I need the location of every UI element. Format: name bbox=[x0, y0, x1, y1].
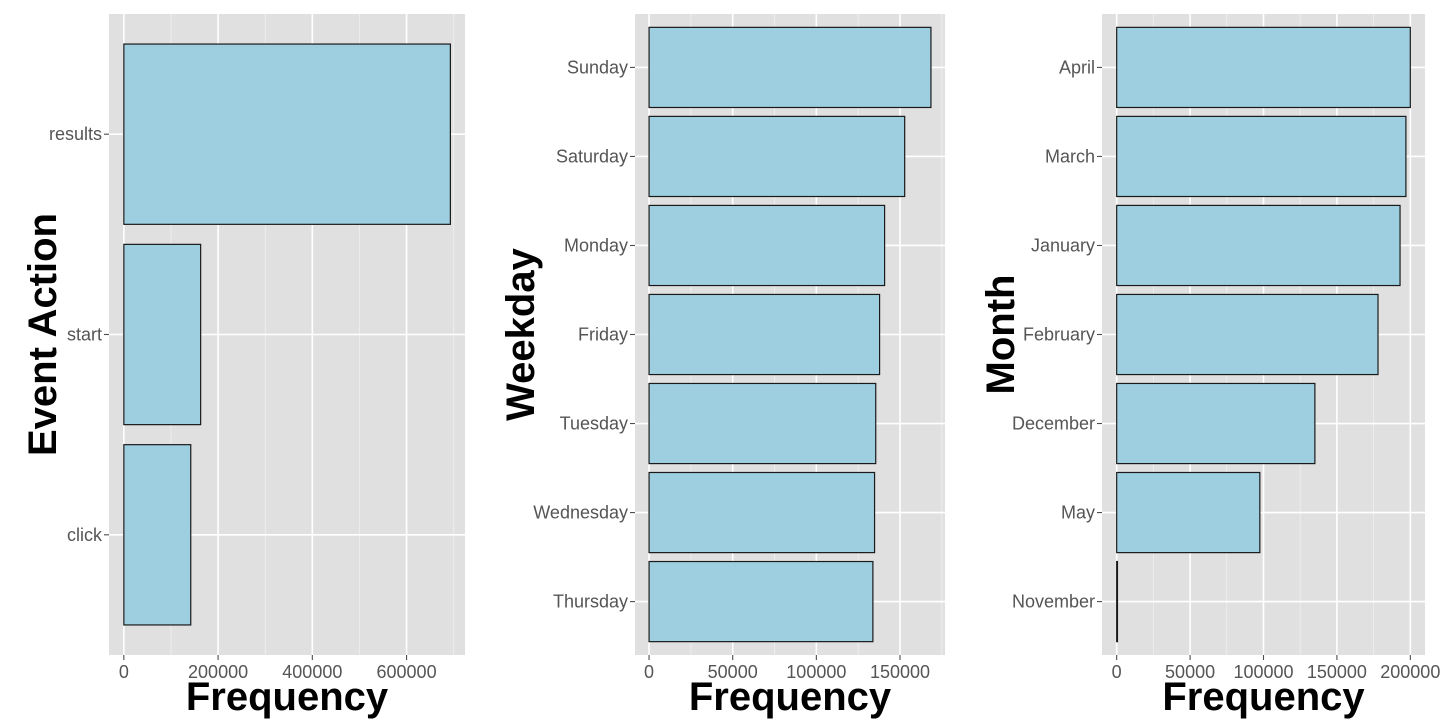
y-tick-label: Friday bbox=[578, 325, 628, 345]
x-tick-label: 50000 bbox=[708, 662, 758, 682]
y-tick-label: February bbox=[1023, 325, 1095, 345]
x-axis-title: Frequency bbox=[1162, 675, 1365, 719]
bar-april bbox=[1116, 26, 1411, 109]
y-tick-label: November bbox=[1012, 592, 1095, 612]
bar-start bbox=[123, 243, 202, 426]
y-tick-label: Wednesday bbox=[533, 503, 628, 523]
y-tick-label: January bbox=[1031, 235, 1095, 255]
y-tick-label: March bbox=[1045, 146, 1095, 166]
x-tick-label: 150000 bbox=[1307, 662, 1367, 682]
y-tick-label: Monday bbox=[564, 235, 628, 255]
bar-february bbox=[1116, 293, 1379, 376]
y-tick-label: click bbox=[67, 525, 103, 545]
bar-november bbox=[1116, 560, 1119, 643]
bar-wednesday bbox=[648, 471, 876, 554]
y-tick-label: results bbox=[49, 124, 102, 144]
x-tick-label: 0 bbox=[1112, 662, 1122, 682]
event-action-chart: results start click 0 200000 400000 600000Freq… bbox=[21, 14, 465, 719]
bar-click bbox=[123, 444, 192, 626]
y-tick-label: Thursday bbox=[553, 592, 628, 612]
x-tick-label: 100000 bbox=[786, 662, 846, 682]
x-tick-label: 100000 bbox=[1233, 662, 1293, 682]
bar-thursday bbox=[648, 560, 874, 643]
bar-may bbox=[1116, 471, 1261, 554]
x-tick-label: 400000 bbox=[282, 662, 342, 682]
month-chart: April March January February December May Nove… bbox=[979, 14, 1440, 719]
bar-friday bbox=[648, 293, 881, 376]
y-axis-title: Weekday bbox=[499, 247, 543, 420]
x-tick-label: 600000 bbox=[377, 662, 437, 682]
bar-saturday bbox=[648, 115, 906, 198]
x-tick-label: 0 bbox=[644, 662, 654, 682]
x-axis-title: Frequency bbox=[186, 675, 389, 719]
x-tick-label: 200000 bbox=[1380, 662, 1440, 682]
y-tick-label: May bbox=[1061, 503, 1095, 523]
y-tick-label: Tuesday bbox=[560, 414, 628, 434]
x-tick-label: 0 bbox=[119, 662, 129, 682]
bar-results bbox=[123, 43, 451, 225]
x-axis-title: Frequency bbox=[689, 675, 892, 719]
bar-monday bbox=[648, 204, 886, 287]
x-tick-label: 150000 bbox=[870, 662, 930, 682]
y-tick-label: December bbox=[1012, 414, 1095, 434]
weekday-chart: Sunday Saturday Monday Friday Tuesday Wednesd… bbox=[499, 14, 945, 719]
y-axis-title: Month bbox=[979, 275, 1023, 395]
bar-sunday bbox=[648, 26, 932, 109]
x-tick-label: 200000 bbox=[188, 662, 248, 682]
bar-tuesday bbox=[648, 382, 877, 465]
bar-january bbox=[1116, 204, 1401, 287]
y-tick-label: Sunday bbox=[567, 57, 628, 77]
bar-march bbox=[1116, 115, 1407, 198]
y-tick-label: Saturday bbox=[556, 146, 628, 166]
y-tick-label: April bbox=[1059, 57, 1095, 77]
y-axis-title: Event Action bbox=[21, 213, 65, 456]
bar-december bbox=[1116, 382, 1316, 465]
y-tick-label: start bbox=[67, 325, 102, 345]
x-tick-label: 50000 bbox=[1165, 662, 1215, 682]
